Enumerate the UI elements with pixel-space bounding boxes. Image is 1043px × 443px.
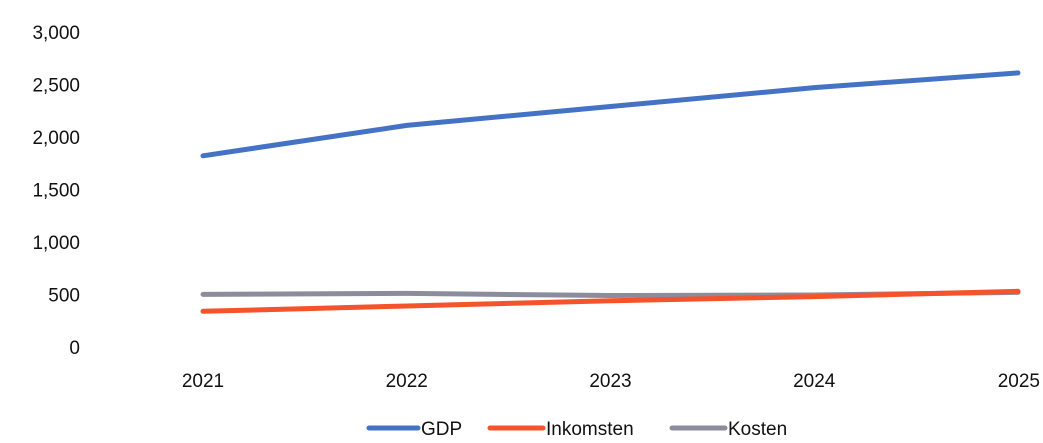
y-tick-label: 2,500 — [32, 76, 80, 97]
x-tick-label: 2021 — [182, 371, 224, 392]
series-line-gdp — [200, 70, 1021, 159]
y-tick-label: 3,000 — [32, 23, 80, 44]
x-tick-label: 2025 — [998, 371, 1040, 392]
y-tick-label: 2,000 — [32, 128, 80, 149]
legend-item-kosten: Kosten — [669, 419, 787, 440]
series-lines — [200, 70, 1021, 314]
y-axis-ticks: 0 500 1,000 1,500 2,000 2,500 3,000 — [32, 23, 80, 359]
x-tick-label: 2022 — [386, 371, 428, 392]
x-tick-label: 2023 — [589, 371, 631, 392]
legend-item-gdp: GDP — [366, 419, 462, 440]
series-line-inkomsten — [200, 288, 1021, 314]
legend-label: Inkomsten — [546, 419, 634, 438]
y-tick-label: 1,500 — [32, 181, 80, 202]
y-tick-label: 1,000 — [32, 233, 80, 254]
x-tick-label: 2024 — [793, 371, 836, 392]
x-axis-ticks: 2021 2022 2023 2024 2025 — [182, 371, 1040, 392]
legend: GDP Inkomsten Kosten — [366, 419, 787, 440]
legend-label: Kosten — [728, 419, 787, 438]
legend-label: GDP — [421, 419, 462, 438]
y-tick-label: 0 — [69, 338, 80, 359]
legend-item-inkomsten: Inkomsten — [487, 419, 634, 440]
y-tick-label: 500 — [48, 286, 80, 307]
